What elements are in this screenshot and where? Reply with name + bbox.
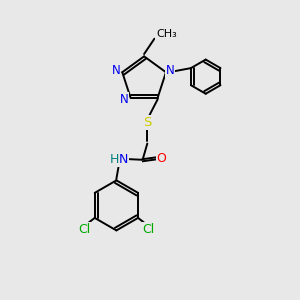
Text: Cl: Cl: [78, 223, 91, 236]
Text: N: N: [119, 153, 128, 166]
Text: N: N: [111, 64, 120, 77]
Text: N: N: [120, 93, 128, 106]
Text: Cl: Cl: [142, 223, 154, 236]
Text: S: S: [143, 116, 152, 129]
Text: N: N: [166, 64, 175, 77]
Text: H: H: [110, 153, 120, 166]
Text: CH₃: CH₃: [156, 29, 177, 39]
Text: O: O: [156, 152, 166, 165]
